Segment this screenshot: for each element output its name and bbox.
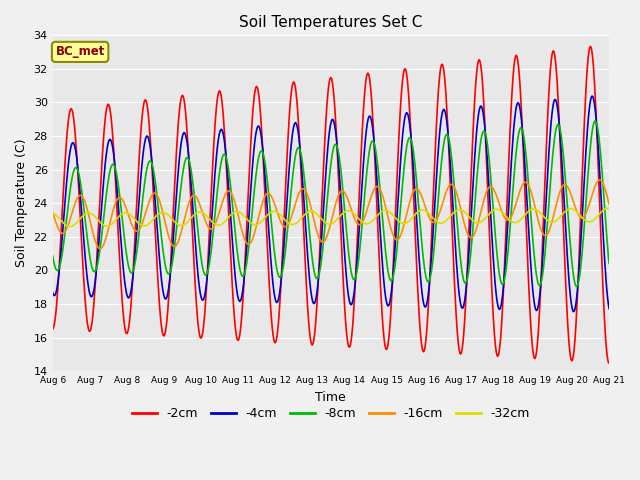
-4cm	[554, 109, 562, 115]
-32cm	[323, 221, 331, 227]
-16cm	[377, 189, 385, 194]
-8cm	[195, 236, 203, 241]
-16cm	[596, 177, 604, 183]
-8cm	[323, 209, 330, 215]
-8cm	[591, 118, 599, 124]
-32cm	[66, 224, 74, 229]
Line: -2cm: -2cm	[52, 47, 609, 363]
-32cm	[49, 211, 56, 216]
-2cm	[49, 326, 56, 332]
-4cm	[431, 195, 439, 201]
-4cm	[323, 165, 330, 170]
Legend: -2cm, -4cm, -8cm, -16cm, -32cm: -2cm, -4cm, -8cm, -16cm, -32cm	[127, 402, 535, 425]
-16cm	[323, 233, 331, 239]
X-axis label: Time: Time	[316, 391, 346, 404]
Title: Soil Temperatures Set C: Soil Temperatures Set C	[239, 15, 422, 30]
-16cm	[96, 246, 104, 252]
-32cm	[432, 218, 440, 224]
-16cm	[605, 201, 613, 207]
-2cm	[587, 44, 595, 49]
Y-axis label: Soil Temperature (C): Soil Temperature (C)	[15, 139, 28, 267]
-16cm	[49, 210, 56, 216]
-8cm	[171, 242, 179, 248]
-32cm	[605, 205, 613, 211]
-8cm	[573, 284, 580, 289]
-32cm	[604, 205, 611, 211]
-8cm	[376, 190, 384, 195]
Line: -32cm: -32cm	[52, 208, 609, 227]
-4cm	[49, 290, 56, 296]
-32cm	[377, 209, 385, 215]
Line: -16cm: -16cm	[52, 180, 609, 249]
-16cm	[196, 201, 204, 207]
-2cm	[554, 95, 562, 101]
Text: BC_met: BC_met	[56, 46, 105, 59]
Line: -4cm: -4cm	[52, 96, 609, 312]
-4cm	[376, 230, 384, 236]
-16cm	[555, 192, 563, 198]
-2cm	[431, 148, 439, 154]
-4cm	[171, 215, 179, 221]
-4cm	[588, 93, 596, 99]
-2cm	[323, 112, 330, 118]
-4cm	[195, 279, 203, 285]
-8cm	[605, 261, 613, 266]
-4cm	[605, 306, 613, 312]
-8cm	[554, 121, 562, 127]
-16cm	[172, 243, 179, 249]
-32cm	[172, 220, 179, 226]
-2cm	[376, 279, 384, 285]
-32cm	[196, 209, 204, 215]
-2cm	[195, 327, 203, 333]
-2cm	[605, 360, 613, 366]
-8cm	[431, 234, 439, 240]
-8cm	[49, 253, 56, 259]
-4cm	[570, 309, 577, 314]
-16cm	[432, 218, 440, 224]
-2cm	[171, 180, 179, 186]
Line: -8cm: -8cm	[52, 121, 609, 287]
-32cm	[555, 216, 563, 221]
